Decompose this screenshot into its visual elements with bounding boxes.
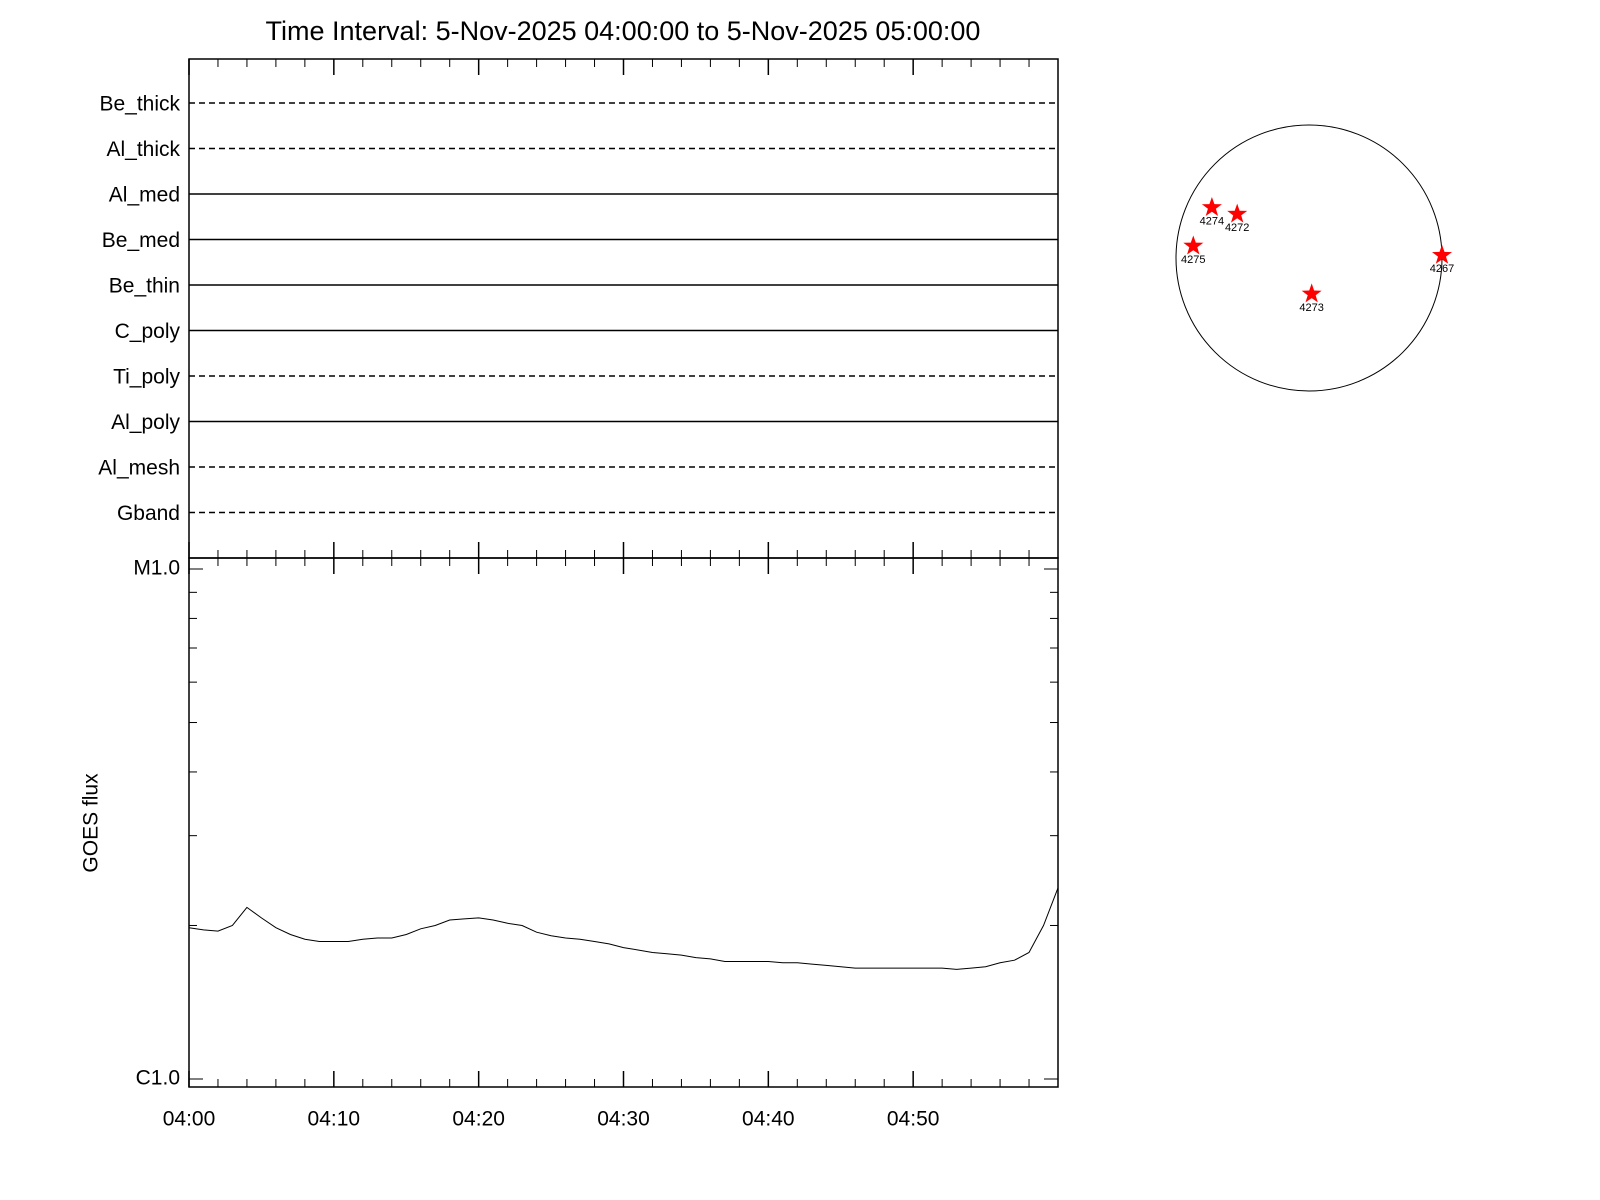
y-axis-label: GOES flux xyxy=(80,773,103,873)
active-region-star xyxy=(1432,244,1452,264)
x-tick-label: 04:40 xyxy=(742,1108,795,1131)
chart-title: Time Interval: 5-Nov-2025 04:00:00 to 5-… xyxy=(266,16,981,46)
active-region-star xyxy=(1201,197,1222,216)
active-region-star xyxy=(1301,283,1322,303)
filter-label: Al_poly xyxy=(111,411,180,434)
x-tick-label: 04:00 xyxy=(163,1108,216,1131)
filter-label: Al_med xyxy=(109,184,180,207)
x-tick-label: 04:20 xyxy=(452,1108,505,1131)
active-region-label: 4267 xyxy=(1430,263,1454,275)
filter-label: Be_thin xyxy=(109,275,180,298)
filter-label: Ti_poly xyxy=(113,366,180,389)
filter-label: Be_thick xyxy=(99,93,180,116)
filter-label: Be_med xyxy=(102,229,180,252)
active-region-label: 4273 xyxy=(1299,302,1323,314)
filter-label: Gband xyxy=(117,502,180,525)
y-tick-label: M1.0 xyxy=(133,557,180,580)
filter-label: Al_thick xyxy=(106,138,180,161)
x-tick-label: 04:10 xyxy=(308,1108,361,1131)
x-tick-label: 04:50 xyxy=(887,1108,940,1131)
filter-label: C_poly xyxy=(115,320,181,343)
active-region-label: 4272 xyxy=(1225,222,1249,234)
active-region-label: 4274 xyxy=(1200,215,1224,227)
filter-label: Al_mesh xyxy=(98,457,180,480)
active-region-star xyxy=(1183,235,1204,255)
x-tick-label: 04:30 xyxy=(597,1108,650,1131)
y-tick-label: C1.0 xyxy=(136,1067,180,1090)
active-region-label: 4275 xyxy=(1181,254,1205,266)
active-region-star xyxy=(1227,203,1248,223)
goes-flux-line xyxy=(188,887,1059,970)
